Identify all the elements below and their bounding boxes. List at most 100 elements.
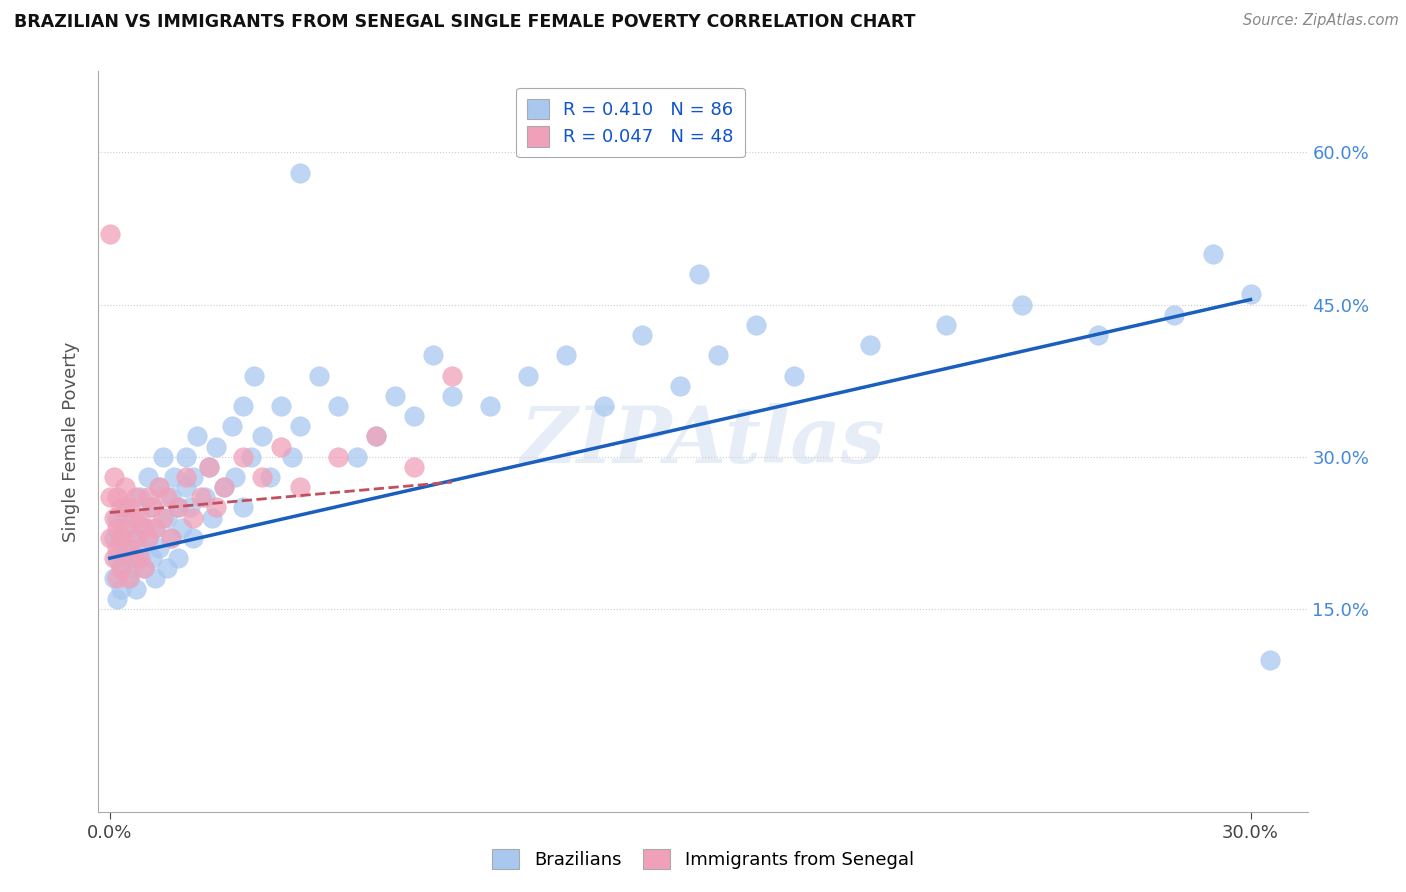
- Point: [121, 510, 143, 524]
- Point: [107, 510, 129, 524]
- Point: [201, 510, 224, 524]
- Point: [136, 531, 159, 545]
- Point: [148, 480, 170, 494]
- Point: [326, 450, 349, 464]
- Point: [145, 571, 167, 585]
- Point: [118, 541, 141, 555]
- Point: [197, 459, 219, 474]
- Point: [156, 510, 179, 524]
- Point: [107, 591, 129, 606]
- Point: [156, 561, 179, 575]
- Point: [232, 399, 254, 413]
- Point: [118, 571, 141, 585]
- Point: [346, 450, 368, 464]
- Point: [132, 561, 155, 575]
- Point: [288, 419, 311, 434]
- Point: [1087, 328, 1109, 343]
- Point: [364, 429, 387, 443]
- Point: [114, 500, 136, 515]
- Point: [159, 531, 181, 545]
- Point: [167, 551, 190, 566]
- Text: Source: ZipAtlas.com: Source: ZipAtlas.com: [1243, 13, 1399, 29]
- Point: [110, 531, 132, 545]
- Point: [110, 582, 132, 596]
- Point: [364, 429, 387, 443]
- Point: [745, 318, 768, 332]
- Point: [197, 459, 219, 474]
- Point: [141, 551, 163, 566]
- Point: [288, 480, 311, 494]
- Point: [125, 510, 148, 524]
- Point: [114, 541, 136, 555]
- Point: [114, 521, 136, 535]
- Point: [129, 541, 152, 555]
- Point: [156, 491, 179, 505]
- Point: [224, 470, 246, 484]
- Point: [250, 429, 273, 443]
- Point: [125, 531, 148, 545]
- Legend: Brazilians, Immigrants from Senegal: Brazilians, Immigrants from Senegal: [484, 839, 922, 879]
- Point: [121, 561, 143, 575]
- Point: [129, 491, 152, 505]
- Point: [159, 531, 181, 545]
- Point: [555, 348, 578, 362]
- Point: [441, 368, 464, 383]
- Point: [205, 500, 228, 515]
- Point: [1239, 287, 1261, 301]
- Point: [326, 399, 349, 413]
- Point: [110, 500, 132, 515]
- Point: [110, 531, 132, 545]
- Point: [631, 328, 654, 343]
- Point: [107, 571, 129, 585]
- Point: [136, 470, 159, 484]
- Point: [1258, 652, 1281, 666]
- Point: [707, 348, 730, 362]
- Point: [118, 551, 141, 566]
- Point: [118, 571, 141, 585]
- Point: [121, 551, 143, 566]
- Point: [183, 510, 205, 524]
- Point: [194, 491, 217, 505]
- Point: [232, 450, 254, 464]
- Point: [132, 521, 155, 535]
- Point: [212, 480, 235, 494]
- Point: [103, 571, 125, 585]
- Point: [243, 368, 266, 383]
- Point: [669, 378, 692, 392]
- Point: [270, 440, 292, 454]
- Point: [183, 531, 205, 545]
- Point: [281, 450, 304, 464]
- Point: [141, 500, 163, 515]
- Point: [1201, 247, 1223, 261]
- Point: [114, 480, 136, 494]
- Point: [148, 541, 170, 555]
- Point: [145, 521, 167, 535]
- Point: [174, 480, 197, 494]
- Text: BRAZILIAN VS IMMIGRANTS FROM SENEGAL SINGLE FEMALE POVERTY CORRELATION CHART: BRAZILIAN VS IMMIGRANTS FROM SENEGAL SIN…: [14, 13, 915, 31]
- Y-axis label: Single Female Poverty: Single Female Poverty: [62, 342, 80, 541]
- Point: [593, 399, 616, 413]
- Point: [107, 541, 129, 555]
- Point: [103, 531, 125, 545]
- Point: [239, 450, 262, 464]
- Point: [103, 510, 125, 524]
- Point: [402, 409, 425, 424]
- Point: [167, 500, 190, 515]
- Point: [935, 318, 957, 332]
- Point: [402, 459, 425, 474]
- Point: [259, 470, 281, 484]
- Point: [107, 551, 129, 566]
- Point: [98, 227, 121, 241]
- Point: [110, 561, 132, 575]
- Point: [98, 531, 121, 545]
- Point: [384, 389, 406, 403]
- Point: [125, 551, 148, 566]
- Text: ZIPAtlas: ZIPAtlas: [520, 403, 886, 480]
- Point: [159, 491, 181, 505]
- Point: [152, 450, 174, 464]
- Point: [141, 500, 163, 515]
- Point: [121, 531, 143, 545]
- Point: [205, 440, 228, 454]
- Point: [163, 470, 186, 484]
- Point: [118, 521, 141, 535]
